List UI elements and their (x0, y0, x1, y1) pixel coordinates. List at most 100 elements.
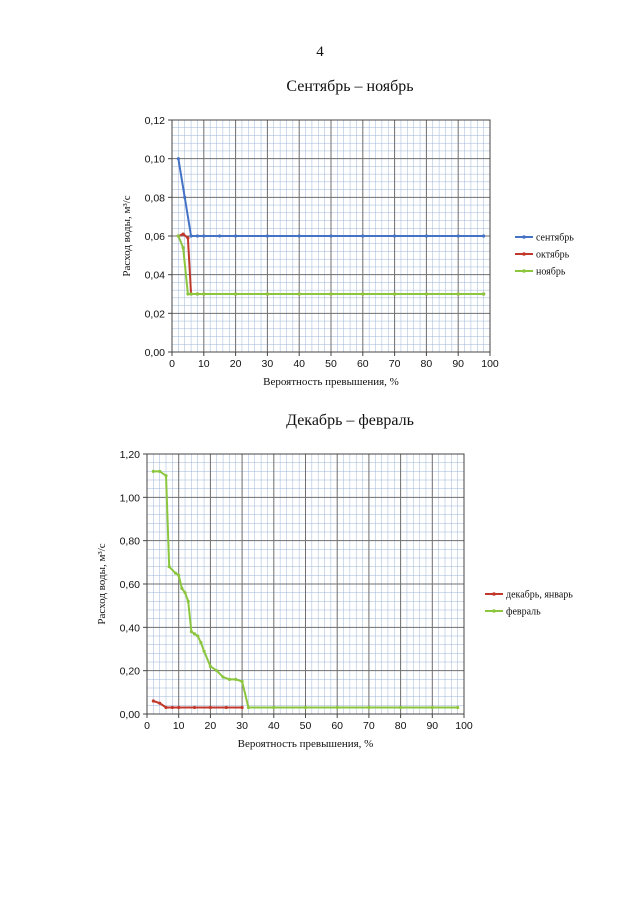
data-point (164, 474, 168, 478)
x-tick-label: 80 (421, 358, 433, 370)
data-point (195, 292, 200, 296)
x-tick-label: 30 (262, 358, 274, 370)
x-tick-label: 90 (452, 358, 464, 370)
data-point (265, 292, 269, 296)
x-tick-label: 10 (198, 358, 210, 370)
data-point (456, 292, 460, 296)
data-point (329, 234, 333, 238)
data-point (224, 705, 228, 710)
y-tick-label: 0,02 (145, 308, 166, 320)
y-tick-label: 0,00 (145, 347, 166, 359)
data-point (272, 705, 276, 710)
legend-label: февраль (506, 607, 541, 618)
x-tick-label: 60 (357, 358, 369, 370)
x-tick-label: 70 (363, 720, 375, 732)
y-tick-label: 0,20 (120, 666, 141, 678)
data-point (393, 234, 397, 238)
chart-title-autumn: Сентябрь – ноябрь (286, 78, 414, 95)
data-point (151, 469, 155, 473)
data-point (183, 591, 187, 595)
chart-winter: 0 10 20 30 40 50 60 70 80 90 100 0,00 0,20 0,40 0,60 0,… (96, 449, 573, 750)
data-point (167, 565, 171, 569)
legend-marker (492, 592, 496, 596)
chart-title-winter: Декабрь – февраль (286, 412, 414, 429)
data-point (246, 705, 251, 710)
data-point (151, 699, 155, 703)
data-point (399, 705, 403, 710)
data-point (164, 705, 168, 710)
data-point (173, 571, 178, 575)
data-point (303, 705, 308, 710)
data-point (424, 292, 428, 296)
x-tick-label: 100 (455, 720, 473, 732)
data-point (240, 679, 244, 684)
x-tick-label: 50 (325, 358, 337, 370)
y-tick-label: 0,08 (145, 192, 166, 204)
data-point (192, 705, 197, 710)
data-point (234, 677, 238, 681)
x-tick-label: 50 (300, 720, 312, 732)
y-tick-label: 0,10 (145, 154, 166, 166)
data-point (456, 705, 460, 710)
data-point (234, 292, 238, 296)
series-line-февраль (153, 470, 458, 709)
legend-marker (522, 252, 526, 256)
data-point (183, 195, 187, 199)
y-tick-label: 0,40 (120, 622, 141, 634)
y-tick-label: 0,06 (145, 231, 166, 243)
x-tick-label: 10 (173, 720, 185, 732)
data-point (186, 599, 190, 603)
data-point (361, 292, 365, 296)
y-axis-label: Расход воды, м³/с (96, 543, 108, 624)
data-point (335, 705, 339, 710)
data-point (208, 705, 212, 710)
data-point (218, 234, 222, 238)
legend-marker (522, 269, 526, 273)
x-tick-label: 0 (169, 358, 175, 370)
data-point (202, 234, 206, 238)
x-tick-label: 20 (205, 720, 217, 732)
x-tick-label: 40 (268, 720, 280, 732)
page-number: 4 (316, 44, 324, 60)
data-point (180, 586, 184, 590)
data-point (430, 705, 434, 710)
x-tick-label: 60 (331, 720, 343, 732)
data-point (202, 649, 206, 653)
data-point (186, 236, 190, 240)
chart-autumn: 0 10 20 30 40 50 60 70 80 90 100 0,00 0,02 0,04 0,06 0,… (121, 115, 574, 388)
data-point (297, 292, 301, 296)
x-tick-label: 80 (395, 720, 407, 732)
data-point (367, 705, 371, 710)
x-tick-label: 40 (293, 358, 305, 370)
data-point (158, 469, 162, 473)
data-point (170, 705, 174, 710)
legend-label: октябрь (536, 250, 570, 261)
data-point (329, 292, 333, 296)
data-point (361, 234, 365, 238)
data-point (202, 292, 206, 296)
data-point (181, 232, 185, 236)
x-tick-label: 70 (389, 358, 401, 370)
data-point (176, 234, 180, 238)
x-tick-label: 100 (481, 358, 499, 370)
x-tick-label: 30 (236, 720, 248, 732)
legend-marker (492, 609, 496, 613)
data-point (227, 677, 232, 681)
data-point (189, 292, 193, 296)
data-point (297, 234, 301, 238)
data-point (265, 234, 269, 238)
data-point (177, 573, 181, 577)
y-tick-label: 1,00 (120, 492, 141, 504)
y-tick-label: 0,60 (120, 579, 141, 591)
y-tick-label: 0,12 (145, 115, 166, 127)
x-axis-label: Вероятность превышения, % (263, 376, 399, 388)
data-point (195, 234, 200, 238)
data-point (186, 292, 190, 296)
data-point (176, 157, 180, 161)
legend-marker (522, 235, 526, 239)
data-point (482, 292, 486, 296)
y-tick-label: 0,80 (120, 536, 141, 548)
x-tick-label: 0 (144, 720, 150, 732)
data-point (456, 234, 460, 238)
data-point (240, 705, 244, 710)
